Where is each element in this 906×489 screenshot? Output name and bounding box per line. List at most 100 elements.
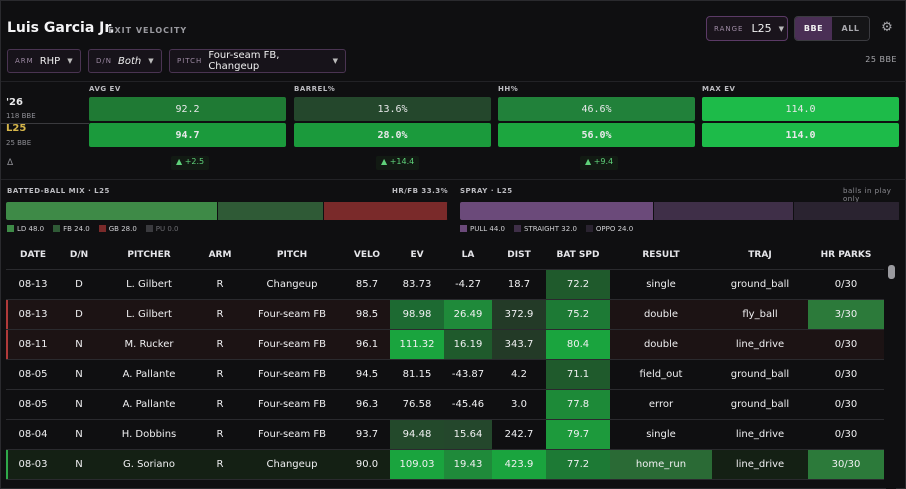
table-row[interactable]: 08-11 N M. Rucker R Four-seam FB 96.1 111.32 16… — [6, 329, 884, 360]
bbe-count: 25 BBE — [865, 55, 897, 64]
pitch-filter[interactable]: PITCH Four-seam FB, Changeup ▼ — [169, 49, 346, 73]
column-header[interactable]: LA — [444, 241, 492, 270]
table-cell: 80.4 — [546, 329, 610, 360]
table-cell: field_out — [610, 359, 712, 390]
column-header[interactable]: PITCH — [240, 241, 344, 270]
legend-item: OPPO 24.0 — [585, 225, 633, 233]
metric-delta: ▲ +14.4 — [376, 156, 420, 170]
bbe-all-toggle[interactable]: BBE ALL — [794, 16, 870, 41]
toggle-bbe[interactable]: BBE — [795, 17, 832, 40]
table-cell: A. Pallante — [98, 359, 200, 390]
table-cell: 08-13 — [6, 299, 60, 330]
table-cell: single — [610, 269, 712, 300]
table-cell: 26.49 — [444, 299, 492, 330]
table-cell: ground_ball — [712, 359, 808, 390]
spray-legend: PULL 44.0 STRAIGHT 32.0 OPPO 24.0 — [460, 225, 633, 233]
table-cell: Changeup — [240, 449, 344, 480]
metric-header: AVG EV — [89, 85, 121, 93]
table-cell: 242.7 — [492, 419, 546, 450]
table-cell: R — [200, 389, 240, 420]
range-value: L25 — [751, 22, 772, 35]
table-cell: 96.3 — [344, 389, 390, 420]
table-cell: N — [60, 359, 98, 390]
column-header[interactable]: HR PARKS — [808, 241, 884, 270]
table-cell: R — [200, 449, 240, 480]
column-header[interactable]: DIST — [492, 241, 546, 270]
chevron-down-icon: ▼ — [778, 24, 784, 33]
table-row[interactable]: 08-04 N H. Dobbins R Four-seam FB 93.7 94.48 15… — [6, 419, 884, 450]
legend-swatch — [460, 225, 467, 232]
spray-note: balls in play only — [843, 187, 892, 203]
legend-text: LD 48.0 — [17, 225, 45, 233]
column-header[interactable]: D/N — [60, 241, 98, 270]
table-cell: R — [200, 269, 240, 300]
table-cell: 08-11 — [6, 329, 60, 360]
column-header[interactable]: TRAJ — [712, 241, 808, 270]
gear-icon[interactable]: ⚙ — [881, 20, 893, 35]
metric-delta: ▲ +9.4 — [580, 156, 619, 170]
column-header[interactable]: RESULT — [610, 241, 712, 270]
spray-title: SPRAY · L25 — [460, 187, 513, 195]
table-cell: 0/30 — [808, 359, 884, 390]
table-cell: 96.1 — [344, 329, 390, 360]
table-cell: 75.2 — [546, 299, 610, 330]
arm-filter[interactable]: ARM RHP ▼ — [7, 49, 81, 73]
chevron-down-icon: ▼ — [67, 57, 73, 65]
table-cell: double — [610, 329, 712, 360]
table-row[interactable]: 08-05 N A. Pallante R Four-seam FB 94.5 81.15-… — [6, 359, 884, 390]
column-header[interactable]: VELO — [344, 241, 390, 270]
table-cell: 72.2 — [546, 269, 610, 300]
metric-delta: ▲ +2.5 — [171, 156, 210, 170]
column-header[interactable]: ARM — [200, 241, 240, 270]
table-row[interactable]: 08-13 D L. Gilbert R Changeup 85.7 83.73 -4.27 1… — [6, 269, 884, 300]
scrollbar[interactable] — [886, 265, 896, 489]
table-cell: error — [610, 389, 712, 420]
table-cell: 4.2 — [492, 359, 546, 390]
metric-recent-value: 56.0% — [498, 123, 695, 147]
view-title: EXIT VELOCITY — [108, 26, 188, 35]
table-cell: 08-04 — [6, 419, 60, 450]
table-cell: 08-05 — [6, 389, 60, 420]
legend-item: LD 48.0 — [7, 225, 44, 233]
column-header[interactable]: BAT SPD — [546, 241, 610, 270]
table-cell: 0/30 — [808, 419, 884, 450]
table-cell: 372.9 — [492, 299, 546, 330]
table-body: 08-13 D L. Gilbert R Changeup 85.7 83.73 -4.27 1… — [6, 269, 884, 480]
table-cell: 08-13 — [6, 269, 60, 300]
table-row[interactable]: 08-13 D L. Gilbert R Four-seam FB 98.5 98.98 26… — [6, 299, 884, 330]
column-header[interactable]: PITCHER — [98, 241, 200, 270]
table-row[interactable]: 08-03 N G. Soriano R Changeup 90.0 109.03 19.43… — [6, 449, 884, 480]
results-table: DATE D/N PITCHER ARM PITCH VELO EV LA DIST BAT SP… — [6, 241, 884, 480]
table-cell: Four-seam FB — [240, 389, 344, 420]
legend-swatch — [7, 225, 14, 232]
column-header[interactable]: EV — [390, 241, 444, 270]
table-row[interactable]: 08-05 N A. Pallante R Four-seam FB 96.3 76.58-… — [6, 389, 884, 420]
bar-segment-fb — [218, 202, 325, 220]
dn-filter[interactable]: D/N Both ▼ — [88, 49, 162, 73]
dn-label: D/N — [96, 57, 112, 65]
metric-header: HH% — [498, 85, 519, 93]
table-cell: line_drive — [712, 329, 808, 360]
table-cell: A. Pallante — [98, 389, 200, 420]
column-header[interactable]: DATE — [6, 241, 60, 270]
table-cell: 08-03 — [6, 449, 60, 480]
dn-value: Both — [118, 55, 142, 67]
legend-swatch — [145, 225, 153, 232]
mix-bar — [6, 202, 448, 220]
legend-text: FB 24.0 — [63, 225, 90, 233]
legend-swatch — [98, 225, 106, 232]
range-select[interactable]: RANGE L25 ▼ — [706, 16, 788, 41]
table-cell: R — [200, 359, 240, 390]
table-cell: 77.8 — [546, 389, 610, 420]
legend-item: STRAIGHT 32.0 — [513, 225, 577, 233]
table-cell: 77.2 — [546, 449, 610, 480]
hrfb-label: HR/FB 33.3% — [392, 187, 449, 195]
scrollbar-thumb[interactable] — [888, 265, 895, 279]
table-cell: 15.64 — [444, 419, 492, 450]
table-cell: line_drive — [712, 449, 808, 480]
toggle-all[interactable]: ALL — [832, 17, 869, 40]
bar-segment-gb — [324, 202, 448, 220]
table-cell: 109.03 — [390, 449, 444, 480]
bar-segment-oppo — [794, 202, 900, 220]
table-cell: fly_ball — [712, 299, 808, 330]
